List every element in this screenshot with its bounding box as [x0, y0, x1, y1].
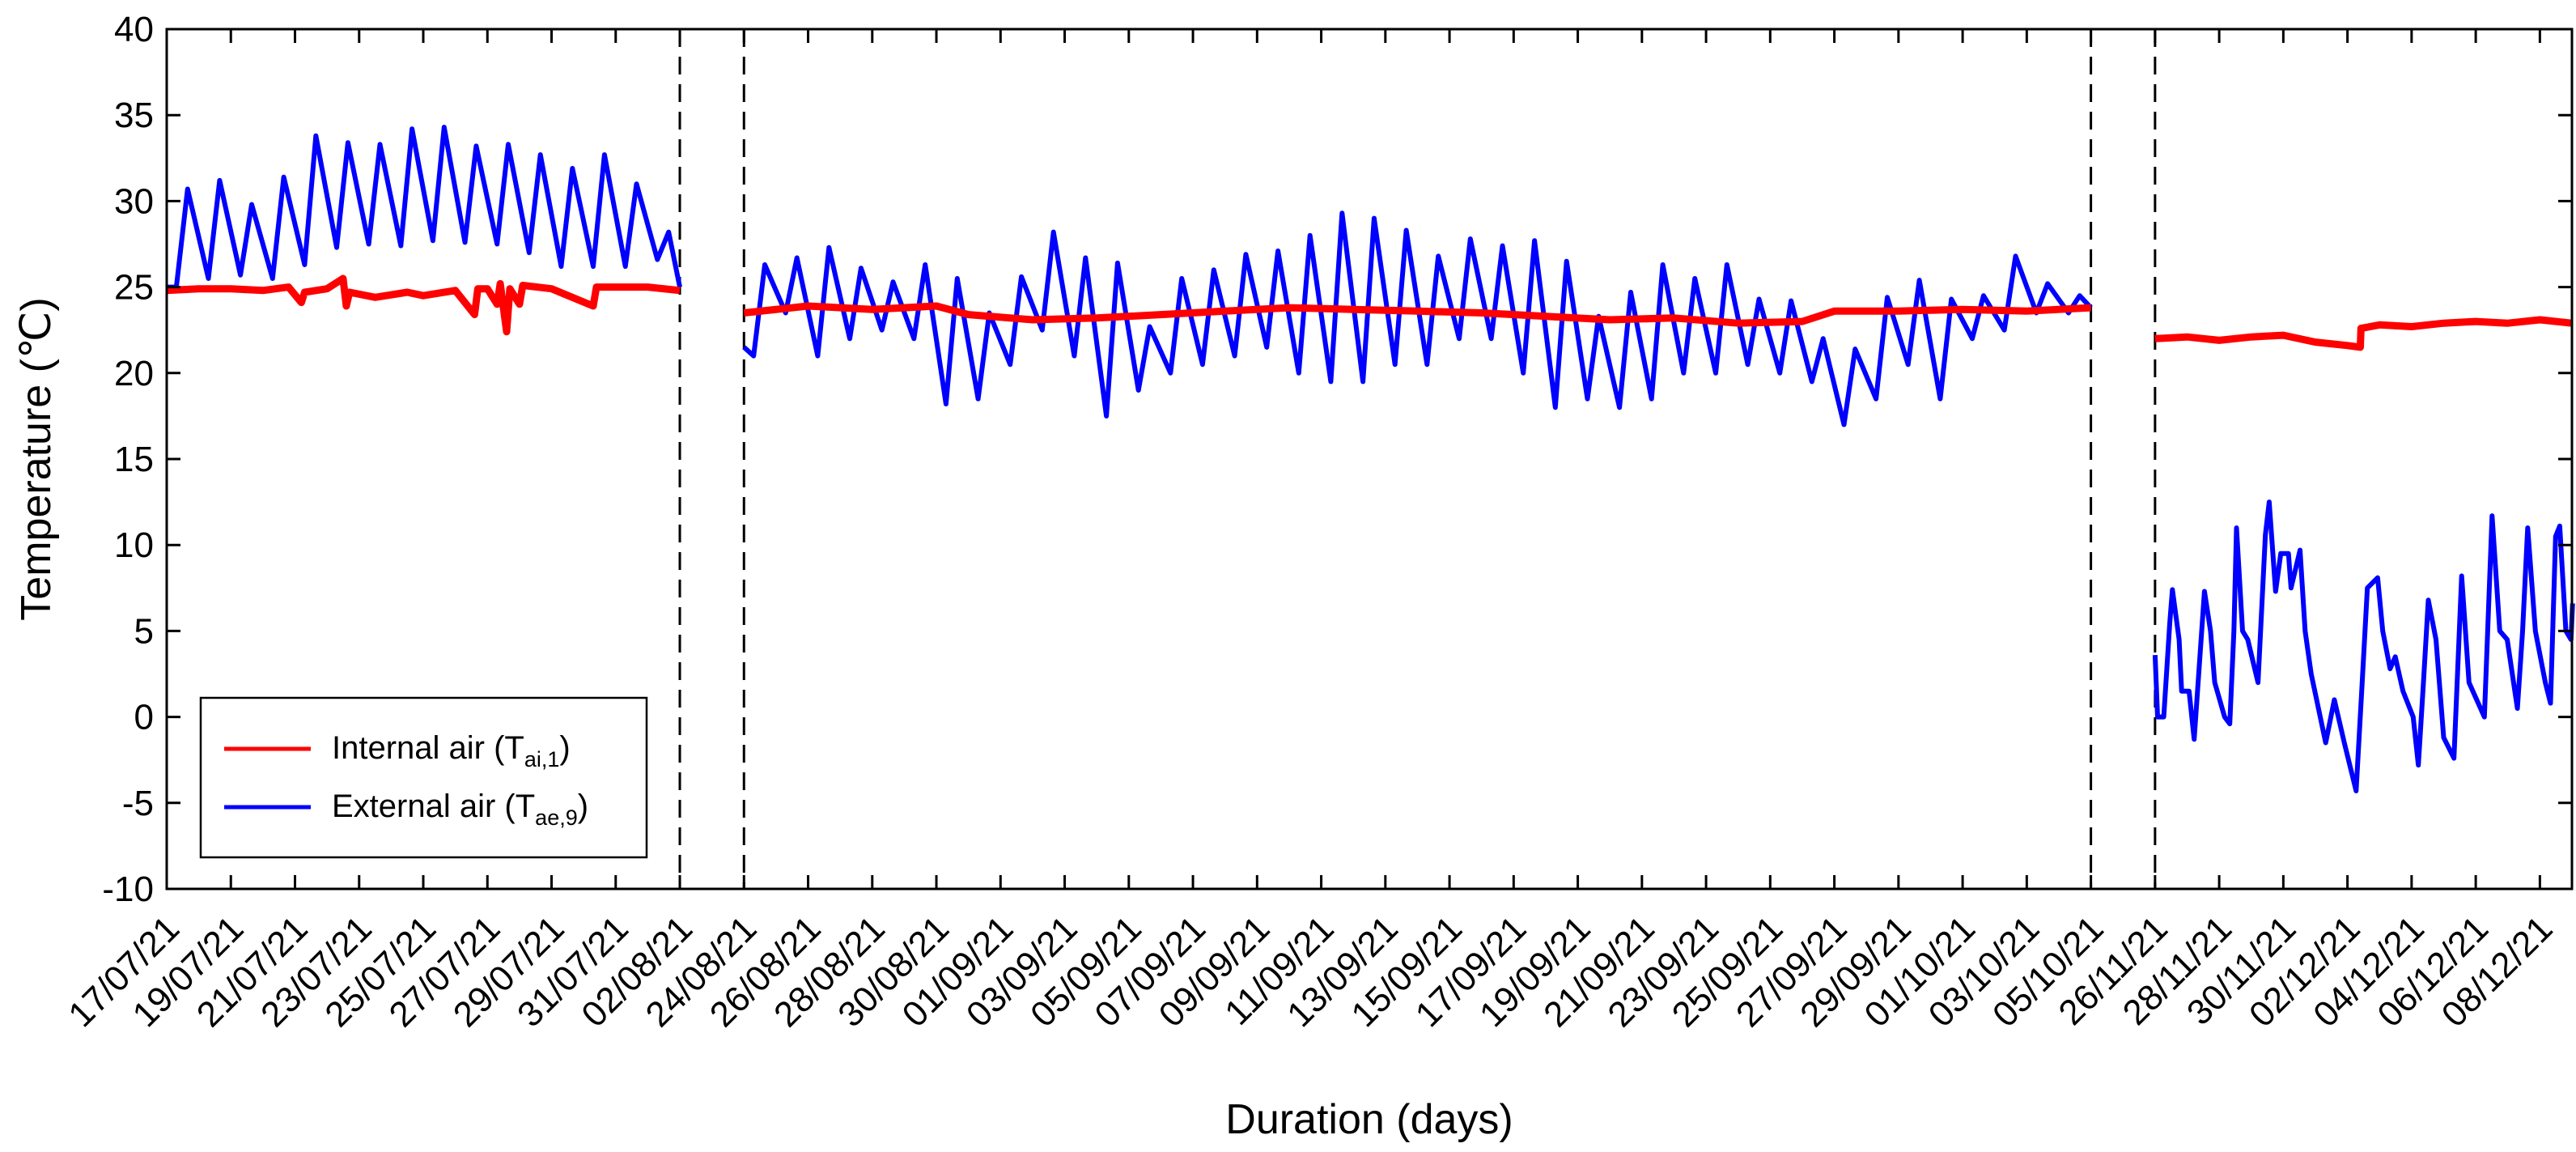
internal-air-line-segment-3	[2154, 316, 2573, 351]
external-air-line-segment-1	[167, 125, 682, 290]
x-axis-title: Duration (days)	[1225, 1096, 1513, 1143]
y-tick-label: -5	[122, 784, 154, 823]
legend-box	[199, 696, 648, 859]
y-tick-label: 10	[114, 525, 154, 565]
y-tick-label: 20	[114, 354, 154, 393]
y-tick-label: 5	[134, 611, 154, 651]
y-tick-label: 15	[114, 440, 154, 479]
y-tick-label: 40	[114, 10, 154, 49]
y-tick-label: 35	[114, 96, 154, 135]
legend-label-internal: Internal air (Tai,1)	[332, 730, 571, 772]
external-air-line-segment-2	[742, 210, 2093, 427]
axis-break-lines	[678, 29, 2157, 889]
legend-label-external: External air (Tae,9)	[332, 789, 588, 830]
y-tick-label: -10	[102, 869, 154, 909]
series-layer	[166, 125, 2575, 793]
y-tick-label: 30	[114, 181, 154, 221]
legend: Internal air (Tai,1) External air (Tae,9…	[199, 696, 648, 859]
y-axis-title: Temperature (℃)	[13, 297, 60, 620]
y-tick-label: 0	[134, 698, 154, 738]
external-air-line-segment-3	[2152, 499, 2575, 793]
y-tick-label: 25	[114, 268, 154, 308]
x-axis: 17/07/2119/07/2121/07/2123/07/2125/07/21…	[61, 29, 2560, 1035]
internal-air-line-segment-1	[166, 274, 681, 336]
y-axis: -10 -5 0 5 10 15 20 25 30 35 40	[102, 10, 2572, 909]
internal-air-line-segment-2	[743, 302, 2091, 327]
